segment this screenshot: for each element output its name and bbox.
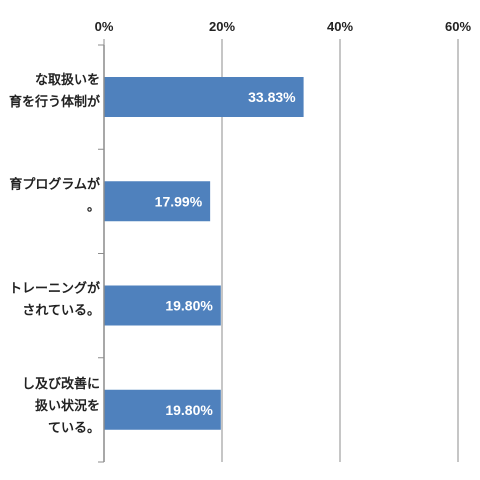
bar-value-label: 19.80% (165, 298, 213, 314)
x-tick-label: 60% (445, 19, 471, 34)
category-label: 。 (87, 199, 100, 214)
bar-1 (104, 77, 304, 117)
category-label: し及び改善に (22, 376, 100, 392)
bar-2 (104, 181, 211, 222)
category-label: トレーニングが (9, 281, 100, 297)
category-label: 扱い状況を (35, 398, 100, 414)
bar-3 (104, 285, 221, 326)
category-label: な取扱いを (35, 72, 100, 88)
bar-value-label: 19.80% (165, 402, 213, 418)
category-label: ている。 (48, 421, 100, 436)
x-tick-label: 40% (327, 19, 353, 34)
bar-value-label: 17.99% (155, 193, 203, 209)
x-tick-label: 0% (95, 19, 114, 34)
x-tick-label: 20% (209, 19, 235, 34)
bar-value-label: 33.83% (248, 89, 296, 105)
category-label: されている。 (22, 304, 100, 319)
category-label: 育を行う体制が (9, 94, 100, 110)
bar-4 (104, 389, 221, 430)
category-label: 育プログラムが (9, 176, 100, 192)
